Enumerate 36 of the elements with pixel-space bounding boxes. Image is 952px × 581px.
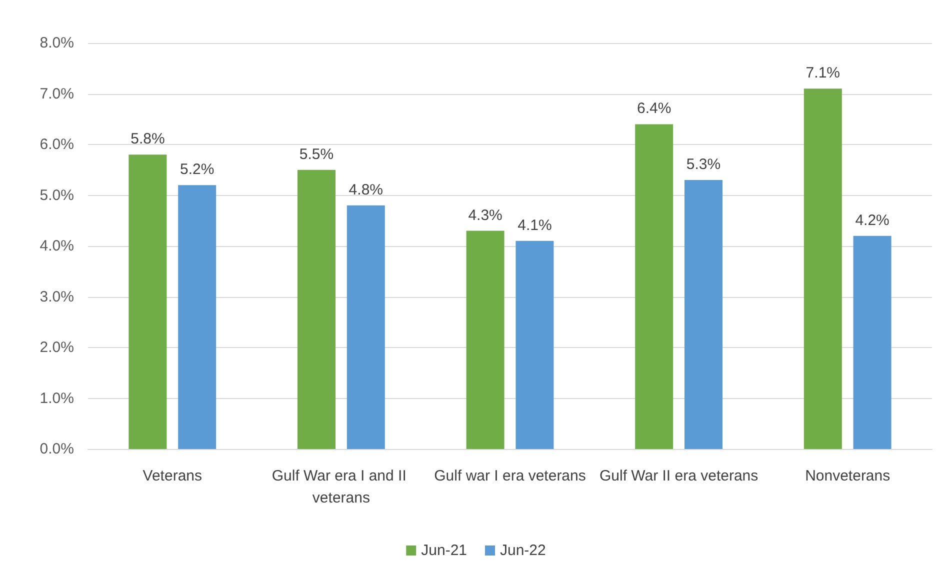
data-label: 4.1%: [518, 216, 552, 234]
data-label: 5.2%: [180, 161, 214, 178]
x-tick-label: Gulf War II era veterans: [599, 468, 758, 484]
bar: [298, 170, 336, 449]
bar: [684, 180, 722, 449]
data-label: 6.4%: [637, 100, 672, 118]
bar: [804, 88, 842, 449]
x-tick-label: Nonveterans: [805, 468, 890, 484]
x-tick-label: Gulf War era I and II veterans: [272, 468, 411, 506]
data-label: 4.2%: [855, 212, 890, 229]
bar: [346, 205, 385, 449]
y-tick-label: 1.0%: [40, 390, 74, 407]
y-tick-label: 3.0%: [40, 288, 74, 306]
bar: [178, 185, 216, 449]
bar: [466, 230, 504, 449]
legend-label: Jun-21: [421, 542, 468, 559]
y-tick-label: 8.0%: [40, 34, 74, 52]
y-tick-label: 0.0%: [40, 440, 74, 458]
y-tick-label: 5.0%: [40, 186, 74, 204]
y-tick-label: 2.0%: [40, 339, 74, 356]
bar: [128, 154, 167, 449]
data-label: 4.8%: [348, 181, 383, 198]
data-label: 7.1%: [806, 64, 840, 82]
bar: [635, 124, 674, 449]
y-tick-label: 6.0%: [40, 136, 74, 153]
data-label: 5.3%: [686, 156, 721, 174]
y-tick-label: 7.0%: [40, 85, 74, 102]
x-tick-label: Veterans: [142, 468, 202, 484]
data-label: 4.3%: [468, 206, 502, 224]
data-label: 5.8%: [130, 130, 165, 148]
y-tick-label: 4.0%: [40, 238, 74, 254]
data-label: 5.5%: [299, 146, 334, 163]
x-tick-label: Gulf war I era veterans: [434, 468, 586, 484]
bar: [516, 240, 554, 449]
bar: [853, 236, 892, 449]
legend-label: Jun-22: [500, 542, 546, 559]
